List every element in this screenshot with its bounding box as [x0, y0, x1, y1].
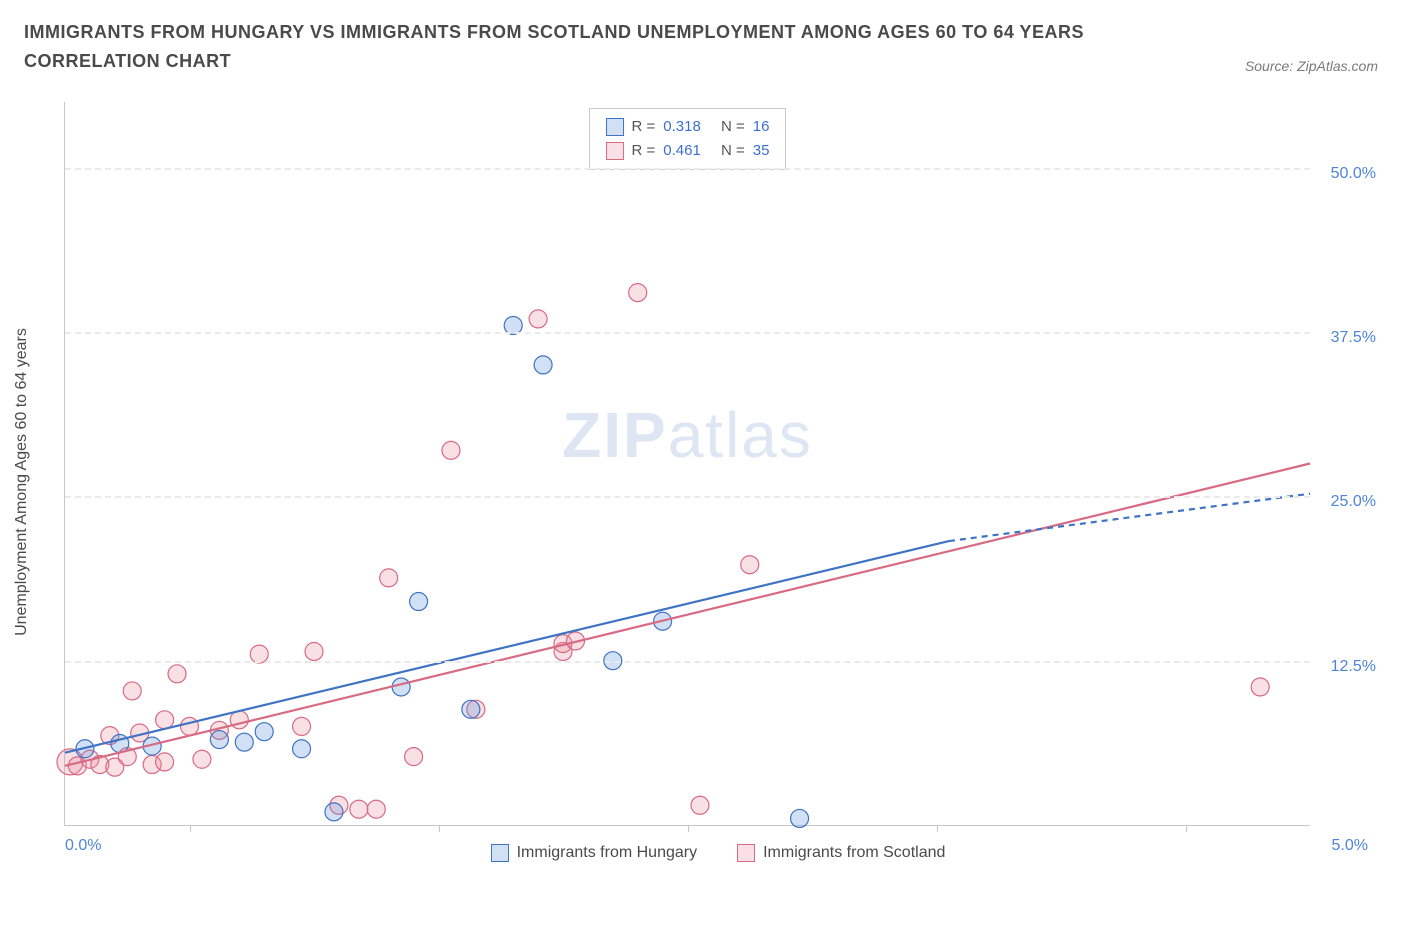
- data-point: [305, 642, 323, 660]
- data-point: [168, 665, 186, 683]
- trend-line: [65, 464, 1310, 766]
- data-point: [156, 711, 174, 729]
- data-point: [442, 441, 460, 459]
- legend-swatch-hungary: [491, 844, 509, 862]
- data-point: [410, 593, 428, 611]
- data-point: [293, 740, 311, 758]
- legend-label-hungary: Immigrants from Hungary: [517, 844, 698, 862]
- legend-label-scotland: Immigrants from Scotland: [763, 844, 945, 862]
- data-point: [255, 723, 273, 741]
- plot-area: ZIPatlas R = 0.318 N = 16 R = 0.461 N = …: [64, 102, 1310, 826]
- data-point: [293, 717, 311, 735]
- data-point: [380, 569, 398, 587]
- data-point: [392, 678, 410, 696]
- data-point: [629, 284, 647, 302]
- source-attribution: Source: ZipAtlas.com: [1245, 58, 1378, 74]
- data-point: [350, 800, 368, 818]
- data-point: [210, 731, 228, 749]
- data-point: [156, 753, 174, 771]
- data-point: [741, 556, 759, 574]
- data-point: [534, 356, 552, 374]
- legend-swatch-scotland: [737, 844, 755, 862]
- chart-svg: [65, 102, 1310, 825]
- data-point: [529, 310, 547, 328]
- data-point: [367, 800, 385, 818]
- data-point: [123, 682, 141, 700]
- data-point: [691, 796, 709, 814]
- data-point: [1251, 678, 1269, 696]
- y-tick-label: 12.5%: [1331, 658, 1376, 676]
- plot-container: Unemployment Among Ages 60 to 64 years Z…: [54, 102, 1382, 862]
- trend-line: [65, 541, 949, 753]
- data-point: [193, 750, 211, 768]
- data-point: [462, 700, 480, 718]
- data-point: [181, 717, 199, 735]
- trend-line-extrapolated: [949, 494, 1310, 541]
- legend-item-scotland: Immigrants from Scotland: [737, 844, 945, 862]
- y-tick-label: 25.0%: [1331, 493, 1376, 511]
- series-legend: Immigrants from Hungary Immigrants from …: [54, 844, 1382, 862]
- data-point: [235, 733, 253, 751]
- y-tick-label: 37.5%: [1331, 329, 1376, 347]
- legend-item-hungary: Immigrants from Hungary: [491, 844, 698, 862]
- data-point: [325, 803, 343, 821]
- data-point: [791, 809, 809, 827]
- y-axis-label: Unemployment Among Ages 60 to 64 years: [13, 328, 31, 636]
- data-point: [405, 748, 423, 766]
- chart-title: IMMIGRANTS FROM HUNGARY VS IMMIGRANTS FR…: [24, 18, 1144, 76]
- y-tick-label: 50.0%: [1331, 165, 1376, 183]
